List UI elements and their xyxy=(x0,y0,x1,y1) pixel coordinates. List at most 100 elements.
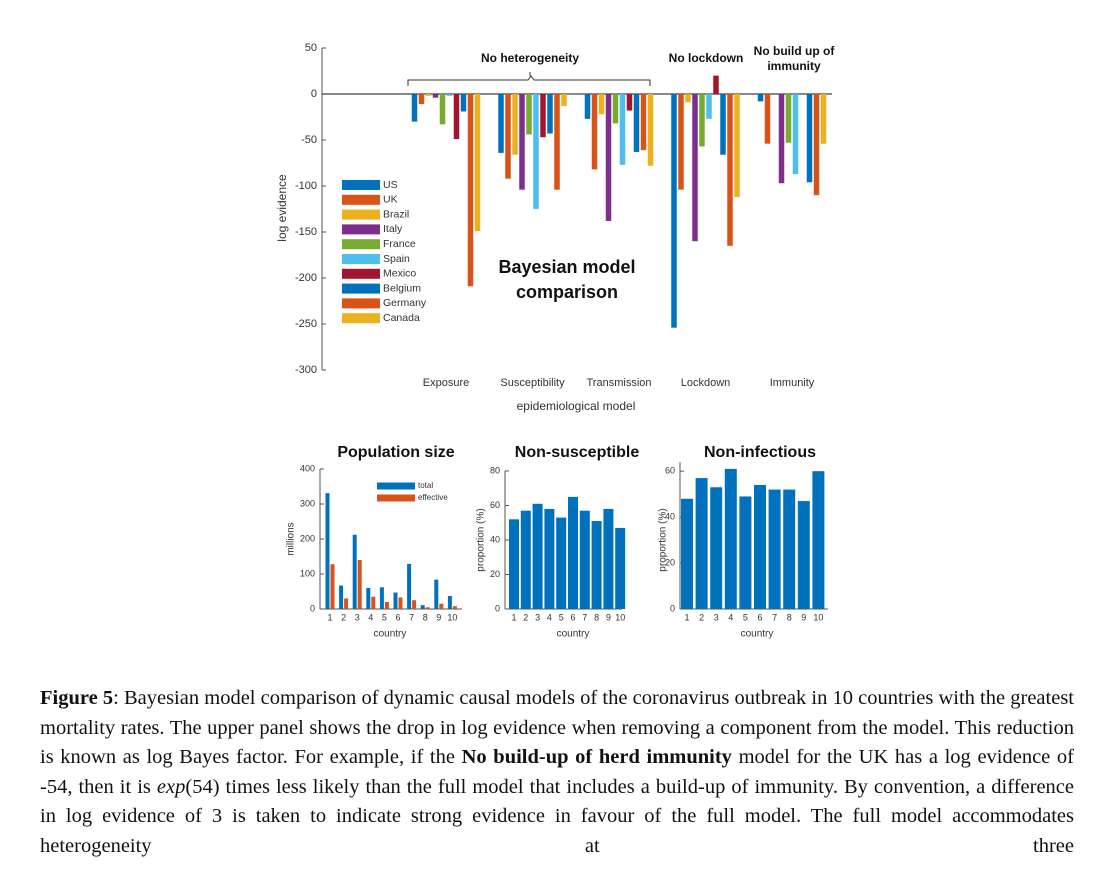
bar xyxy=(505,94,511,179)
legend-swatch xyxy=(342,224,380,235)
x-tick-label: 7 xyxy=(409,612,414,622)
legend-label: Belgium xyxy=(383,282,421,294)
bar xyxy=(734,94,740,198)
legend-label: Spain xyxy=(383,253,410,265)
bar xyxy=(812,471,825,609)
annotation: Bayesian model comparison xyxy=(498,257,636,302)
y-tick-label: 60 xyxy=(490,500,500,510)
bar xyxy=(371,596,376,609)
x-tick-label: 2 xyxy=(523,612,528,622)
x-tick-label: 2 xyxy=(699,612,704,622)
y-tick-label: 0 xyxy=(495,603,500,613)
bar xyxy=(439,603,444,609)
x-tick-label: 4 xyxy=(547,612,552,622)
bar xyxy=(619,94,626,165)
y-tick-label: 200 xyxy=(300,533,315,543)
caption-text: (54) times less likely than the full mod… xyxy=(40,775,1074,857)
legend-label: total xyxy=(418,481,433,490)
caption-bold: No build-up of herd immunity xyxy=(461,746,732,768)
bar xyxy=(554,94,560,190)
legend-swatch xyxy=(342,209,380,220)
bar xyxy=(678,94,684,190)
x-tick-label: 8 xyxy=(594,612,599,622)
x-tick-label: 5 xyxy=(559,612,564,622)
y-tick-label: -200 xyxy=(295,272,317,284)
bar xyxy=(344,598,349,609)
x-tick-label: 5 xyxy=(382,612,387,622)
bar xyxy=(640,94,647,151)
x-tick-label: 4 xyxy=(728,612,733,622)
caption: Figure 5: Bayesian model comparison of d… xyxy=(40,684,1074,861)
bar xyxy=(724,468,737,609)
bar xyxy=(591,94,598,170)
bar xyxy=(330,564,335,609)
x-tick-label: 9 xyxy=(436,612,441,622)
legend-swatch xyxy=(377,494,415,502)
y-tick-label: 300 xyxy=(300,498,315,508)
y-tick-label: 0 xyxy=(670,603,675,613)
bar xyxy=(474,94,481,232)
legend-swatch xyxy=(342,254,380,264)
caption-label: Figure 5 xyxy=(40,687,114,709)
y-tick-label: -150 xyxy=(295,226,317,238)
bar xyxy=(603,508,614,609)
bar xyxy=(713,75,719,94)
bar xyxy=(519,94,525,190)
legend-label: Brazil xyxy=(383,208,409,220)
bar xyxy=(325,493,330,609)
chart-title: Non-susceptible xyxy=(515,444,640,461)
legend-label: US xyxy=(383,179,398,191)
caption-text: model for the UK has a log evidence of -… xyxy=(40,746,1074,798)
bar xyxy=(379,587,384,609)
x-tick-label: 10 xyxy=(813,612,823,622)
y-axis-label: proportion (%) xyxy=(476,508,487,571)
bar xyxy=(579,510,590,609)
x-tick-label: Lockdown xyxy=(681,377,731,389)
bar xyxy=(467,94,474,287)
x-tick-label: 10 xyxy=(447,612,457,622)
bar xyxy=(797,501,810,609)
legend-swatch xyxy=(342,313,380,324)
bar xyxy=(432,94,439,98)
x-tick-label: 4 xyxy=(368,612,373,622)
bar xyxy=(447,596,452,609)
y-tick-label: -250 xyxy=(295,318,317,330)
y-tick-label: 80 xyxy=(490,465,500,475)
bar xyxy=(352,534,357,609)
legend-swatch xyxy=(342,239,380,250)
bar xyxy=(605,94,612,221)
bar xyxy=(512,94,518,155)
bar xyxy=(532,503,543,609)
y-tick-label: 40 xyxy=(665,512,675,522)
bar xyxy=(681,498,693,609)
legend-label: Germany xyxy=(383,297,427,309)
chart-title: Population size xyxy=(337,444,454,461)
y-axis-label: log evidence xyxy=(275,174,289,242)
bar xyxy=(647,94,654,166)
bar xyxy=(556,517,567,609)
bar xyxy=(633,94,640,152)
bar xyxy=(439,94,446,125)
x-tick-label: Immunity xyxy=(770,377,815,389)
bar xyxy=(792,94,799,175)
y-axis-label: proportion (%) xyxy=(658,508,669,571)
legend-swatch xyxy=(342,180,380,190)
bar xyxy=(699,94,705,147)
y-tick-label: 20 xyxy=(490,569,500,579)
bar xyxy=(778,94,785,184)
bar xyxy=(357,560,362,609)
bar xyxy=(561,94,567,106)
x-tick-label: 10 xyxy=(615,612,625,622)
bar xyxy=(520,510,531,609)
bar xyxy=(393,592,398,609)
y-tick-label: 20 xyxy=(665,557,675,567)
bar xyxy=(453,94,460,140)
bar xyxy=(384,602,389,609)
y-tick-label: -300 xyxy=(295,364,317,376)
bar xyxy=(460,94,467,112)
x-tick-label: 1 xyxy=(684,612,689,622)
bar xyxy=(568,496,578,609)
x-tick-label: 3 xyxy=(355,612,360,622)
bar xyxy=(727,94,733,246)
